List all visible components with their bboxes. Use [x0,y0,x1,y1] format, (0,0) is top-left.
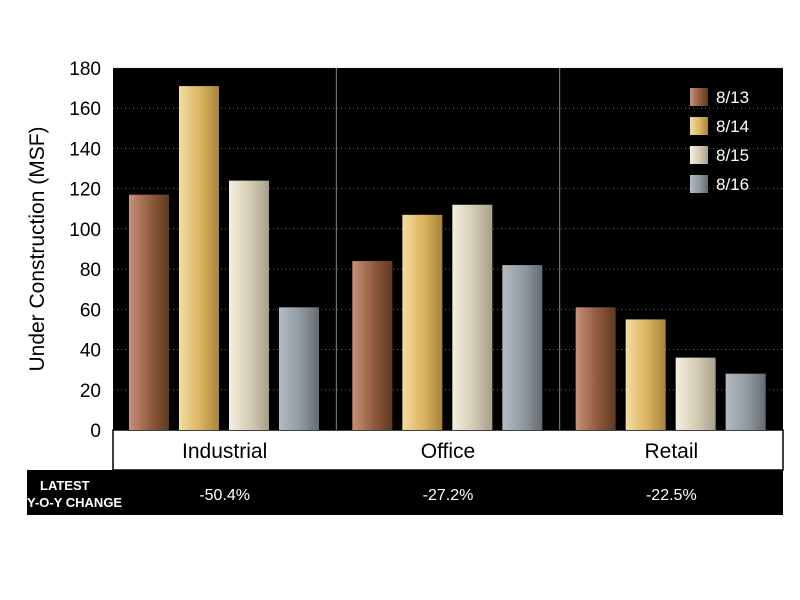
legend-label: 8/15 [716,146,749,165]
legend-label: 8/13 [716,88,749,107]
legend-swatch [690,88,708,106]
bar [229,180,269,430]
footer-band [27,470,783,515]
y-axis-ticks: 0 20 40 60 80 100 120 140 160 180 [69,59,101,442]
legend-swatch [690,175,708,193]
legend-swatch [690,117,708,135]
bar [675,357,716,430]
legend-swatch [690,146,708,164]
category-separators [335,68,561,430]
bar [502,265,543,430]
legend-label: 8/16 [716,175,749,194]
y-tick-label: 100 [69,220,101,241]
legend: 8/13 8/14 8/15 8/16 [690,88,749,194]
bar [402,214,443,430]
bar [575,307,616,430]
y-tick-label: 180 [69,59,101,80]
bar [625,319,666,430]
y-tick-label: 0 [90,421,101,442]
footer-label-line1: LATEST [40,478,90,493]
yoy-change-value: -50.4% [199,487,250,504]
footer-label: LATEST Y-O-Y CHANGE [27,478,122,510]
x-tick-label: Office [421,440,475,463]
y-tick-label: 20 [80,381,101,402]
bar [179,86,219,430]
category-axis-strip [112,429,784,471]
y-tick-label: 120 [69,180,101,201]
yoy-changes: -50.4% -27.2% -22.5% [199,487,696,504]
y-tick-label: 140 [69,139,101,160]
legend-label: 8/14 [716,117,749,136]
y-tick-label: 60 [80,300,101,321]
yoy-change-value: -22.5% [646,487,697,504]
bar [352,261,393,430]
footer-label-line2: Y-O-Y CHANGE [27,495,122,510]
y-tick-label: 40 [80,341,101,362]
bar [279,307,319,430]
y-axis-label: Under Construction (MSF) [26,126,49,371]
plot-area [113,68,783,430]
yoy-change-value: -27.2% [423,487,474,504]
x-tick-label: Industrial [182,440,267,463]
y-tick-label: 80 [80,260,101,281]
bar [725,373,766,430]
x-tick-label: Retail [644,440,698,463]
x-axis-labels: Industrial Office Retail [182,440,698,463]
bar [452,204,493,430]
bar [129,194,169,430]
y-tick-label: 160 [69,99,101,120]
bars [129,86,766,430]
